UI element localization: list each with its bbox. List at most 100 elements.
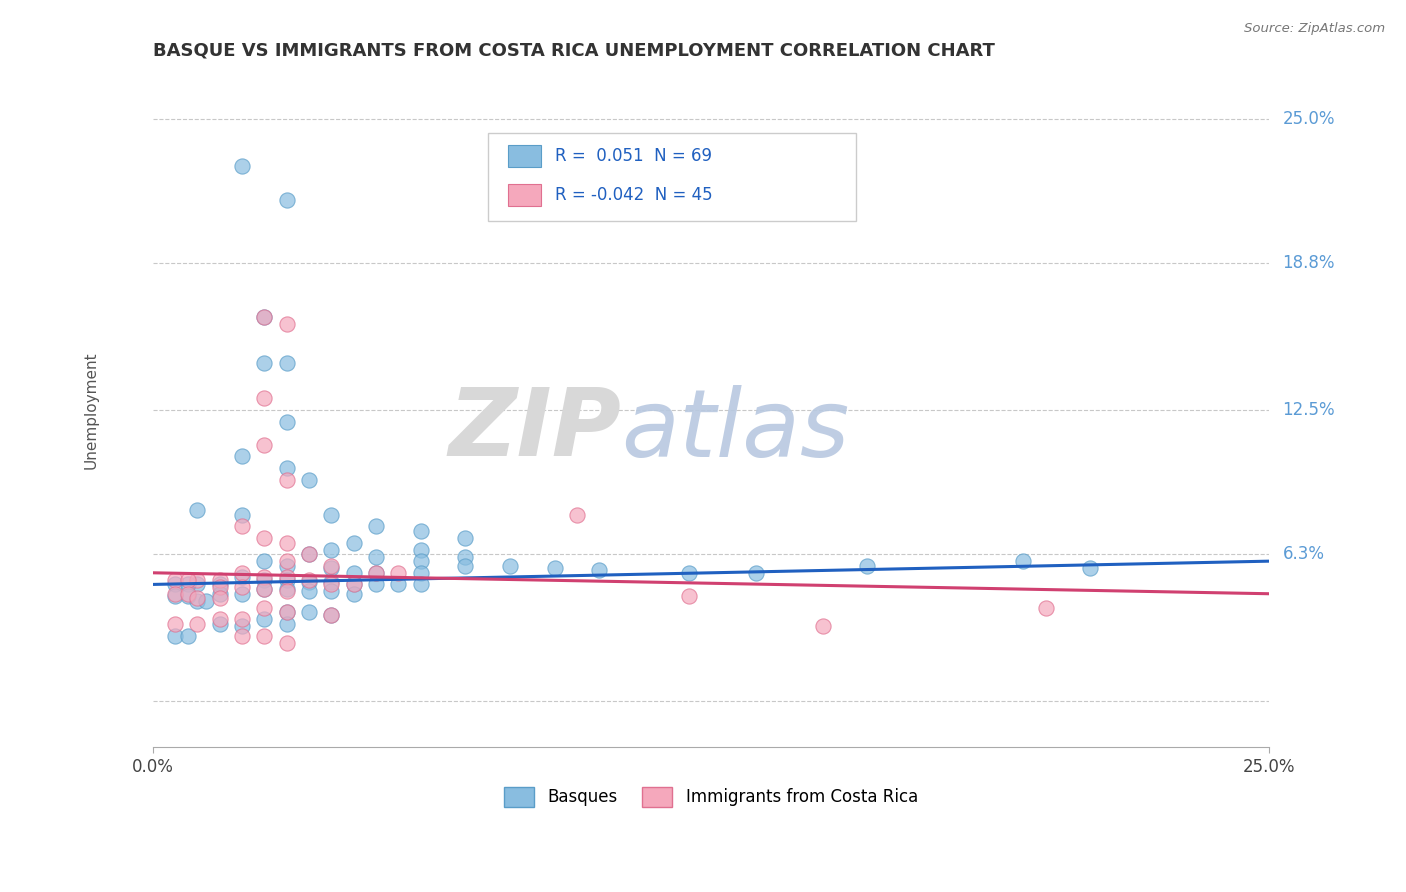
Point [276, 573, 298, 587]
Point [343, 566, 366, 580]
Point [253, 582, 276, 596]
Point [364, 519, 387, 533]
Point [195, 593, 218, 607]
Point [409, 577, 432, 591]
Point [364, 577, 387, 591]
Point [298, 606, 321, 620]
Point [165, 629, 187, 643]
Point [1012, 554, 1035, 568]
Point [387, 566, 409, 580]
Point [276, 584, 298, 599]
Point [678, 566, 700, 580]
Point [321, 607, 343, 622]
Point [276, 582, 298, 596]
Point [165, 617, 187, 632]
Point [343, 577, 366, 591]
Point [177, 577, 200, 591]
Point [298, 547, 321, 561]
Point [588, 564, 610, 578]
Point [499, 558, 522, 573]
Point [177, 629, 200, 643]
Point [231, 580, 253, 594]
Point [364, 549, 387, 564]
Point [165, 573, 187, 587]
Point [253, 570, 276, 584]
Point [276, 554, 298, 568]
Point [231, 612, 253, 626]
Text: R = -0.042  N = 45: R = -0.042 N = 45 [554, 186, 713, 204]
Point [231, 159, 253, 173]
Point [276, 617, 298, 632]
Point [321, 542, 343, 557]
Point [208, 591, 231, 606]
Point [321, 607, 343, 622]
Point [276, 535, 298, 549]
Point [343, 535, 366, 549]
FancyBboxPatch shape [488, 133, 856, 221]
Point [177, 589, 200, 603]
Point [276, 473, 298, 487]
Text: Unemployment: Unemployment [84, 351, 98, 468]
Point [276, 570, 298, 584]
Point [387, 577, 409, 591]
Point [409, 566, 432, 580]
Point [253, 573, 276, 587]
Point [253, 310, 276, 324]
Point [276, 558, 298, 573]
Point [253, 554, 276, 568]
Point [165, 577, 187, 591]
Point [343, 587, 366, 601]
Point [1035, 600, 1057, 615]
Point [165, 587, 187, 601]
Point [208, 573, 231, 587]
Point [253, 310, 276, 324]
Point [364, 566, 387, 580]
Point [253, 600, 276, 615]
Point [454, 558, 477, 573]
Point [276, 415, 298, 429]
Point [678, 589, 700, 603]
Point [253, 391, 276, 405]
FancyBboxPatch shape [508, 145, 541, 167]
Point [744, 566, 766, 580]
Point [186, 573, 208, 587]
Point [208, 577, 231, 591]
Point [231, 450, 253, 464]
Point [321, 558, 343, 573]
Point [177, 573, 200, 587]
Point [298, 575, 321, 590]
Point [1080, 561, 1102, 575]
Point [253, 629, 276, 643]
Text: R =  0.051  N = 69: R = 0.051 N = 69 [554, 147, 711, 165]
Point [543, 561, 565, 575]
Point [231, 619, 253, 633]
Point [186, 593, 208, 607]
Point [165, 589, 187, 603]
Point [276, 461, 298, 475]
Point [454, 531, 477, 545]
Point [298, 573, 321, 587]
Point [276, 635, 298, 649]
Point [208, 580, 231, 594]
Point [321, 584, 343, 599]
Point [298, 473, 321, 487]
Point [321, 561, 343, 575]
Point [321, 575, 343, 590]
Point [276, 606, 298, 620]
Point [177, 587, 200, 601]
Point [298, 584, 321, 599]
Point [565, 508, 588, 522]
Point [208, 587, 231, 601]
Point [298, 547, 321, 561]
Point [208, 612, 231, 626]
Point [409, 542, 432, 557]
Text: BASQUE VS IMMIGRANTS FROM COSTA RICA UNEMPLOYMENT CORRELATION CHART: BASQUE VS IMMIGRANTS FROM COSTA RICA UNE… [153, 42, 994, 60]
Text: 12.5%: 12.5% [1282, 401, 1336, 419]
Point [321, 508, 343, 522]
Text: Source: ZipAtlas.com: Source: ZipAtlas.com [1244, 22, 1385, 36]
Point [856, 558, 879, 573]
Point [253, 356, 276, 370]
Point [409, 524, 432, 538]
Point [454, 549, 477, 564]
Point [231, 508, 253, 522]
